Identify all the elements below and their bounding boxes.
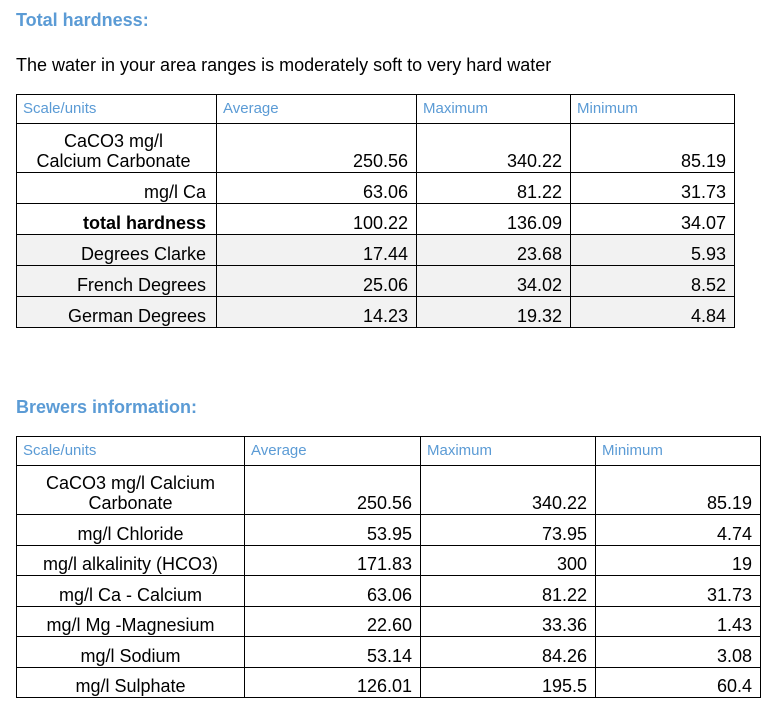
table-row: Degrees Clarke 17.44 23.68 5.93 — [16, 234, 735, 266]
maximum-value: 19.32 — [416, 296, 571, 328]
table-header-row: Scale/units Average Maximum Minimum — [16, 436, 761, 466]
row-label: mg/l alkalinity (HCO3) — [16, 544, 245, 576]
table-row: mg/l Sulphate 126.01 195.5 60.4 — [16, 666, 761, 698]
table-row: total hardness 100.22 136.09 34.07 — [16, 203, 735, 235]
row-label: mg/l Chloride — [16, 514, 245, 546]
minimum-value: 31.73 — [570, 172, 735, 204]
row-label-line2: Calcium Carbonate — [36, 151, 191, 171]
table-row: German Degrees 14.23 19.32 4.84 — [16, 296, 735, 328]
maximum-value: 81.22 — [420, 575, 596, 607]
row-label: French Degrees — [16, 265, 217, 297]
maximum-value: 33.36 — [420, 605, 596, 637]
maximum-value: 34.02 — [416, 265, 571, 297]
minimum-value: 4.84 — [570, 296, 735, 328]
table-header-row: Scale/units Average Maximum Minimum — [16, 94, 735, 124]
row-label: total hardness — [16, 203, 217, 235]
table-row: mg/l Mg -Magnesium 22.60 33.36 1.43 — [16, 605, 761, 637]
table-row: mg/l Ca - Calcium 63.06 81.22 31.73 — [16, 575, 761, 607]
average-value: 171.83 — [244, 544, 421, 576]
row-label-line1: CaCO3 mg/l Calcium — [45, 473, 216, 493]
brewers-information-heading: Brewers information: — [16, 397, 198, 417]
average-value: 63.06 — [244, 575, 421, 607]
maximum-value: 340.22 — [416, 123, 571, 173]
header-minimum: Minimum — [570, 94, 735, 124]
table-row: mg/l alkalinity (HCO3) 171.83 300 19 — [16, 544, 761, 576]
table-row: mg/l Sodium 53.14 84.26 3.08 — [16, 636, 761, 668]
row-label: CaCO3 mg/l Calcium Carbonate — [16, 465, 245, 515]
table-row: mg/l Ca 63.06 81.22 31.73 — [16, 172, 735, 204]
minimum-value: 85.19 — [570, 123, 735, 173]
row-label: mg/l Ca — [16, 172, 217, 204]
brewers-information-table: Scale/units Average Maximum Minimum CaCO… — [16, 436, 761, 698]
total-hardness-table: Scale/units Average Maximum Minimum CaCO… — [16, 94, 735, 328]
row-label: Degrees Clarke — [16, 234, 217, 266]
row-label: CaCO3 mg/l Calcium Carbonate — [16, 123, 217, 173]
maximum-value: 73.95 — [420, 514, 596, 546]
average-value: 14.23 — [216, 296, 417, 328]
average-value: 25.06 — [216, 265, 417, 297]
row-label: German Degrees — [16, 296, 217, 328]
minimum-value: 34.07 — [570, 203, 735, 235]
maximum-value: 340.22 — [420, 465, 596, 515]
maximum-value: 195.5 — [420, 666, 596, 698]
average-value: 53.95 — [244, 514, 421, 546]
average-value: 250.56 — [244, 465, 421, 515]
minimum-value: 19 — [595, 544, 761, 576]
row-label: mg/l Ca - Calcium — [16, 575, 245, 607]
average-value: 53.14 — [244, 636, 421, 668]
average-value: 17.44 — [216, 234, 417, 266]
minimum-value: 3.08 — [595, 636, 761, 668]
row-label-line2: Carbonate — [88, 493, 173, 513]
average-value: 63.06 — [216, 172, 417, 204]
header-average: Average — [244, 436, 421, 466]
minimum-value: 60.4 — [595, 666, 761, 698]
header-maximum: Maximum — [420, 436, 596, 466]
table-row: mg/l Chloride 53.95 73.95 4.74 — [16, 514, 761, 546]
minimum-value: 85.19 — [595, 465, 761, 515]
average-value: 126.01 — [244, 666, 421, 698]
minimum-value: 5.93 — [570, 234, 735, 266]
minimum-value: 1.43 — [595, 605, 761, 637]
header-maximum: Maximum — [416, 94, 571, 124]
maximum-value: 300 — [420, 544, 596, 576]
table-row: CaCO3 mg/l Calcium Carbonate 250.56 340.… — [16, 123, 735, 173]
header-scale-units: Scale/units — [16, 94, 217, 124]
hardness-intro-text: The water in your area ranges is moderat… — [16, 55, 552, 75]
minimum-value: 8.52 — [570, 265, 735, 297]
maximum-value: 23.68 — [416, 234, 571, 266]
table-row: CaCO3 mg/l Calcium Carbonate 250.56 340.… — [16, 465, 761, 515]
header-average: Average — [216, 94, 417, 124]
average-value: 22.60 — [244, 605, 421, 637]
header-scale-units: Scale/units — [16, 436, 245, 466]
total-hardness-heading: Total hardness: — [16, 10, 149, 30]
table-row: French Degrees 25.06 34.02 8.52 — [16, 265, 735, 297]
average-value: 100.22 — [216, 203, 417, 235]
row-label: mg/l Mg -Magnesium — [16, 605, 245, 637]
maximum-value: 136.09 — [416, 203, 571, 235]
minimum-value: 4.74 — [595, 514, 761, 546]
maximum-value: 81.22 — [416, 172, 571, 204]
header-minimum: Minimum — [595, 436, 761, 466]
average-value: 250.56 — [216, 123, 417, 173]
row-label: mg/l Sulphate — [16, 666, 245, 698]
row-label-line1: CaCO3 mg/l — [63, 131, 164, 151]
minimum-value: 31.73 — [595, 575, 761, 607]
row-label: mg/l Sodium — [16, 636, 245, 668]
maximum-value: 84.26 — [420, 636, 596, 668]
